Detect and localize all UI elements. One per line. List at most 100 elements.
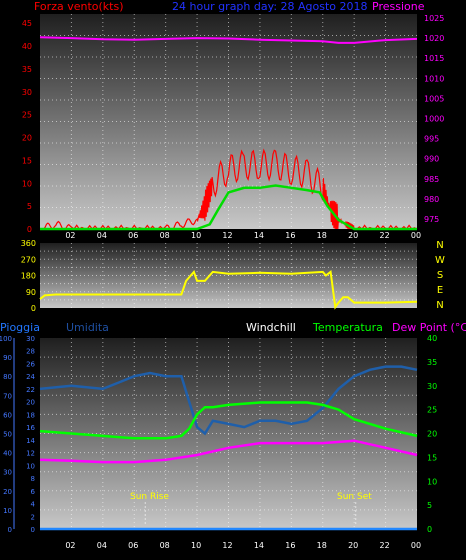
pressure-tick-label: 1020 [424,34,444,43]
pressure-axis: 975 980 985 990 995 1000 1005 1010 1015 1020 1025 [424,14,444,224]
x-tick-label: 22 [379,541,389,550]
x-tick-label: 16 [285,231,295,240]
sun-rise-label: Sun Rise [130,492,169,502]
wind-axis-title: Forza vento(kts) [34,0,124,13]
humidity-tick-label: 2 [31,513,35,521]
temperature-tick-label: 5 [427,501,432,510]
temperature-tick-label: 25 [427,406,437,415]
direction-tick-label: 0 [31,304,36,313]
rain-tick-label: 90 [3,354,12,362]
compass-letter: W [435,255,445,266]
pressure-tick-label: 1025 [424,14,444,23]
x-tick-label: 12 [222,541,232,550]
x-tick-label: 16 [285,541,295,550]
temperature-tick-label: 20 [427,430,437,439]
x-tick-label: 10 [191,541,201,550]
rain-tick-label: 100 [0,335,12,343]
direction-axis: 0 90 180 270 360 [21,239,36,313]
pressure-tick-label: 1015 [424,54,444,63]
x-tick-label: 20 [348,541,358,550]
pressure-tick-label: 1005 [424,94,444,103]
x-tick-label: 00 [411,541,421,550]
rain-tick-label: 80 [3,373,12,381]
rain-axis: 0 10 20 30 40 50 60 70 80 90 100 [0,335,15,534]
panel3-x-axis: 02 04 06 08 10 12 14 16 18 20 22 00 [65,541,421,550]
x-tick-label: 20 [348,231,358,240]
windchill-title: Windchill [246,321,296,334]
temperature-tick-label: 35 [427,358,437,367]
temperature-axis: 0 5 10 15 20 25 30 35 40 [427,334,437,534]
humidity-tick-label: 14 [26,437,35,445]
x-tick-label: 00 [411,231,421,240]
x-tick-label: 18 [317,541,327,550]
humidity-tick-label: 0 [31,526,35,534]
direction-tick-label: 360 [21,239,36,248]
x-tick-label: 14 [254,541,264,550]
humidity-tick-label: 24 [26,373,35,381]
x-tick-label: 02 [65,541,75,550]
humidity-tick-label: 8 [31,475,35,483]
pressure-tick-label: 995 [424,135,439,144]
dewpoint-title: Dew Point (°C) [392,321,466,334]
rain-tick-label: 50 [3,431,12,439]
humidity-tick-label: 20 [26,399,35,407]
sun-markers: Sun Rise Sun Set [130,492,372,526]
humidity-tick-label: 26 [26,360,35,368]
humidity-tick-label: 22 [26,386,35,394]
compass-letter: E [437,285,443,296]
wind-tick-label: 25 [22,111,32,120]
wind-axis: 0 5 10 15 20 25 30 35 40 45 [22,19,32,234]
pressure-tick-label: 975 [424,215,439,224]
direction-tick-label: 270 [21,255,36,264]
direction-tick-label: 180 [21,272,36,281]
wind-direction-grid [40,243,417,308]
wind-gust-line [40,184,417,231]
humidity-tick-label: 18 [26,411,35,419]
humidity-tick-label: 30 [26,335,35,343]
humidity-axis-title: Umidita [66,321,109,334]
temperature-tick-label: 0 [427,525,432,534]
wind-direction-line [39,269,418,310]
x-tick-label: 08 [160,231,170,240]
pressure-tick-label: 985 [424,175,439,184]
x-tick-label: 10 [191,231,201,240]
rain-tick-label: 20 [3,488,12,496]
compass-letter: N [436,300,443,311]
compass-letter: S [437,270,443,281]
dewpoint-line [39,439,418,464]
wind-tick-label: 40 [22,42,32,51]
wind-tick-label: 20 [22,134,32,143]
wind-tick-label: 30 [22,88,32,97]
pressure-tick-label: 980 [424,195,439,204]
pressure-line [39,36,418,44]
pressure-tick-label: 1010 [424,74,444,83]
wind-tick-label: 15 [22,156,32,165]
temperature-grid [40,338,417,529]
x-tick-label: 04 [97,541,107,550]
wind-tick-label: 0 [27,225,32,234]
chart-title: 24 hour graph day: 28 Agosto 2018 [172,0,368,13]
rain-tick-label: 0 [8,526,12,534]
panel1-x-axis: 02 04 06 08 10 12 14 16 18 20 22 00 [65,231,421,240]
x-tick-label: 14 [254,231,264,240]
pressure-axis-title: Pressione [372,0,425,13]
temperature-series [39,365,418,531]
wind-tick-label: 10 [22,179,32,188]
x-tick-label: 08 [160,541,170,550]
x-tick-label: 12 [222,231,232,240]
rain-tick-label: 10 [3,507,12,515]
rain-axis-title: Pioggia [0,321,40,334]
pressure-tick-label: 990 [424,155,439,164]
temperature-tick-label: 40 [427,334,437,343]
temperature-line [39,401,418,440]
rain-tick-label: 60 [3,411,12,419]
wind-tick-label: 35 [22,65,32,74]
humidity-tick-label: 4 [31,501,36,509]
humidity-line [39,365,418,436]
humidity-tick-label: 12 [26,450,35,458]
direction-tick-label: 90 [26,288,36,297]
temperature-tick-label: 10 [427,477,437,486]
x-tick-label: 22 [379,231,389,240]
